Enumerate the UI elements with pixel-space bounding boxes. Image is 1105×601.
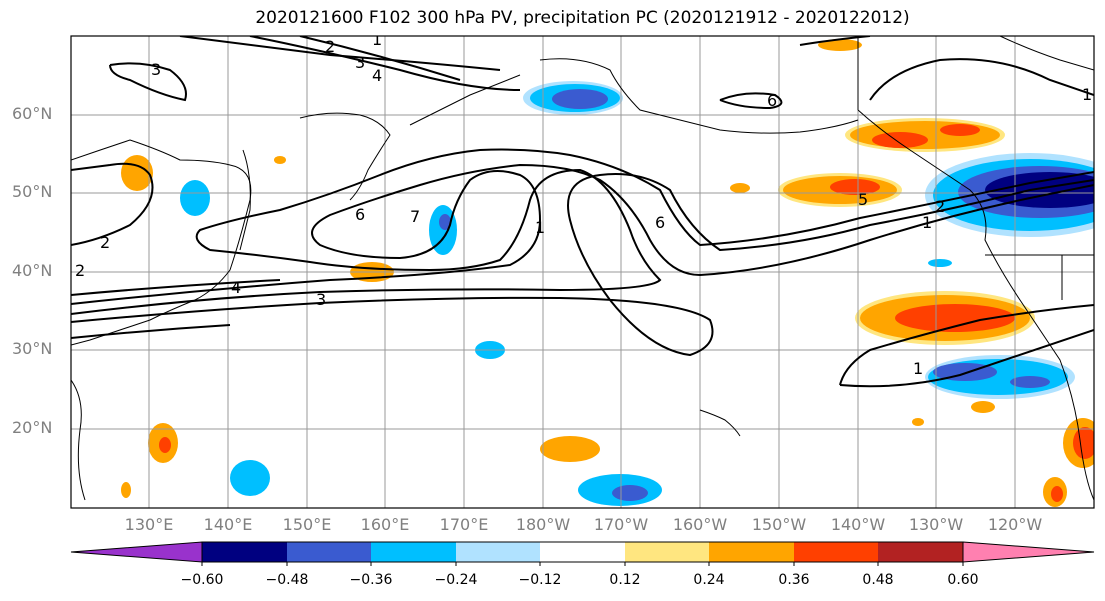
gridlines [71,36,1094,508]
contour-label: 5 [858,190,868,209]
colorbar-swatch [456,542,540,562]
chart-title: 2020121600 F102 300 hPa PV, precipitatio… [255,8,910,28]
colorbar [70,541,1095,566]
colorbar-swatch [202,542,287,562]
contour-label: 1 [372,30,382,49]
colorbar-swatch [794,542,878,562]
contour-label: 2 [75,261,85,280]
colorbar-swatch [625,542,709,562]
contour-label: 1 [535,218,545,237]
colorbar-tick-label: −0.12 [518,572,562,588]
contour-label: 6 [655,213,665,232]
lon-label: 160°W [672,515,728,534]
contour-labels: 1 2 3 4 6 7 1 6 5 1 2 3 4 3 2 2 1 1 6 [75,30,1092,378]
lat-label: 50°N [12,182,53,201]
colorbar-swatch [371,542,456,562]
contour-label: 2 [325,37,335,56]
lat-label: 30°N [12,339,53,358]
pv-contours [71,36,1094,388]
colorbar-extend-high [962,541,1095,563]
colorbar-swatch [287,542,371,562]
lon-label: 120°W [987,515,1043,534]
colorbar-tick-label: 0.36 [778,572,810,588]
colorbar-tick-label: 0.48 [862,572,894,588]
lon-label: 180°W [515,515,571,534]
contour-label: 6 [767,91,777,110]
contour-label: 4 [231,278,241,297]
map-frame [70,35,1095,509]
colorbar-tick-label: −0.60 [180,572,224,588]
colorbar-tick-label: 0.12 [609,572,641,588]
colorbar-swatch [878,542,963,562]
lon-label: 130°W [908,515,964,534]
contour-label: 1 [922,213,932,232]
colorbar-tick-label: 0.24 [693,572,725,588]
precip-pos-region [540,436,600,462]
contour-label: 2 [935,197,945,216]
precip-neg-region [180,180,210,216]
contour-label: 6 [355,205,365,224]
lon-label: 170°E [439,515,489,534]
lon-label: 170°W [593,515,649,534]
contour-label: 2 [100,233,110,252]
contour-label: 7 [410,207,420,226]
lon-label: 140°E [203,515,253,534]
lon-label: 160°E [360,515,410,534]
contour-label: 3 [151,60,161,79]
contour-label: 3 [355,53,365,72]
lat-label: 20°N [12,418,53,437]
precip-neg-region [429,205,457,255]
map-plot-area: 1 2 3 4 6 7 1 6 5 1 2 3 4 3 2 2 1 1 6 [71,30,1094,508]
contour-label: 4 [372,66,382,85]
lon-label: 150°E [282,515,332,534]
colorbar-tick-label: −0.36 [349,572,393,588]
colorbar-tick-label: 0.60 [947,572,979,588]
colorbar-tick-label: −0.48 [265,572,309,588]
lat-label: 40°N [12,261,53,280]
colorbar-swatch [540,542,625,562]
lon-label: 140°W [830,515,886,534]
lon-label: 130°E [124,515,174,534]
lon-label: 150°W [751,515,807,534]
lat-label: 60°N [12,104,53,123]
contour-label: 3 [316,290,326,309]
colorbar-tick-label: −0.24 [434,572,478,588]
contour-label: 1 [913,359,923,378]
colorbar-swatch [709,542,794,562]
colorbar-extend-low [70,541,203,563]
contour-label: 1 [1082,85,1092,104]
